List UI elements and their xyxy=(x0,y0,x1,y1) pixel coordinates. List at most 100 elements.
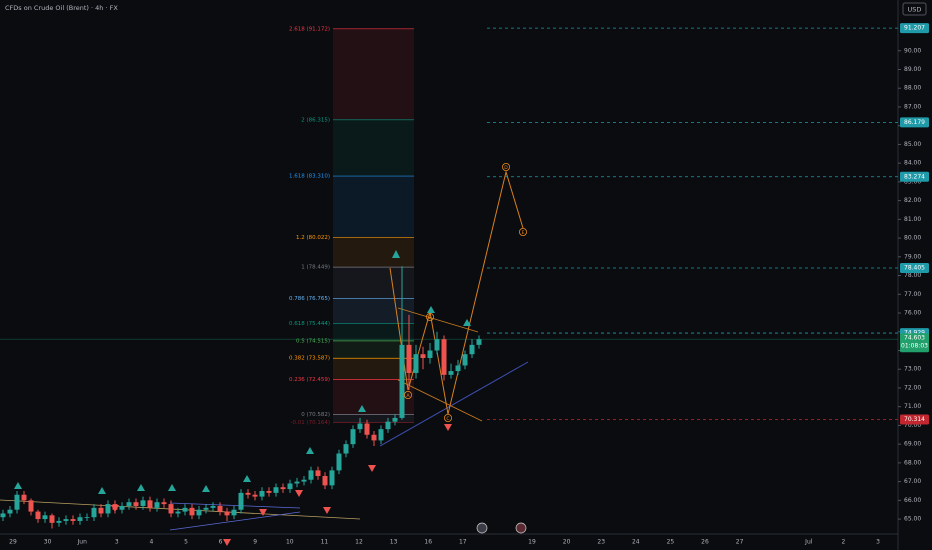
x-tick-label: 23 xyxy=(597,539,605,546)
x-tick-label: 20 xyxy=(563,539,571,546)
y-tick-label: 90.00 xyxy=(904,47,921,54)
candle-body xyxy=(161,502,167,505)
fib-label: 2.618 (91.172) xyxy=(289,26,330,32)
candle-body xyxy=(420,354,426,358)
x-tick-label: 9 xyxy=(253,539,257,546)
x-tick-label: 4 xyxy=(149,539,153,546)
wave-label: D xyxy=(504,165,508,171)
candle-body xyxy=(63,519,69,521)
fib-band xyxy=(333,119,414,177)
candle-body xyxy=(133,502,139,506)
wave-label: C xyxy=(446,416,449,422)
currency[interactable]: USD xyxy=(908,6,922,14)
candle-body xyxy=(175,511,181,514)
wave-label: E xyxy=(522,230,525,236)
candle-body xyxy=(441,339,447,375)
last-price: 74.603 xyxy=(904,335,925,342)
candle-body xyxy=(0,513,6,518)
y-tick-label: 77.00 xyxy=(904,291,921,298)
price-tag: 86.179 xyxy=(904,119,925,126)
x-tick-label: 26 xyxy=(701,539,709,546)
candle-body xyxy=(350,429,356,445)
candle-body xyxy=(315,470,321,476)
fib-label: 0.786 (76.765) xyxy=(289,296,330,302)
x-tick-label: Jul xyxy=(804,539,813,546)
y-tick-label: 67.00 xyxy=(904,478,921,485)
wave-marker xyxy=(403,390,412,399)
price-tag-bg xyxy=(900,171,929,182)
wave-marker xyxy=(501,162,510,171)
chart-title: CFDs on Crude Oil (Brent) · 4h · FX xyxy=(5,4,118,12)
y-tick-label: 76.00 xyxy=(904,310,921,317)
candle-body xyxy=(413,354,419,373)
candle-body xyxy=(252,494,258,497)
candle-body xyxy=(21,494,27,501)
candle-body xyxy=(42,515,48,520)
x-tick-label: 10 xyxy=(286,539,294,546)
y-tick-label: 66.00 xyxy=(904,497,921,504)
y-tick-label: 68.00 xyxy=(904,459,921,466)
candle-body xyxy=(154,502,160,508)
x-tick-label: 3 xyxy=(876,539,880,546)
candle-body xyxy=(343,444,349,454)
candle-body xyxy=(399,344,405,418)
y-tick-label: 69.00 xyxy=(904,441,921,448)
y-tick-label: 72.00 xyxy=(904,384,921,391)
candle-body xyxy=(427,350,433,358)
candle-body xyxy=(7,509,13,514)
fib-label: 2 (86.315) xyxy=(301,117,330,123)
candle-body xyxy=(336,453,342,471)
candle-body xyxy=(189,507,195,516)
x-tick-label: 3 xyxy=(115,539,119,546)
x-tick-label: 5 xyxy=(184,539,188,546)
y-tick-label: 81.00 xyxy=(904,216,921,223)
candle-body xyxy=(140,500,146,506)
candle-body xyxy=(392,417,398,422)
wave-label: A xyxy=(406,393,410,399)
candle-body xyxy=(196,509,202,516)
fib-label: 1 (78.449) xyxy=(301,265,330,271)
x-tick-label: 19 xyxy=(528,539,536,546)
candle-body xyxy=(168,504,174,514)
candle-body xyxy=(455,365,461,372)
fib-label: -0.01 (70.164) xyxy=(290,420,330,426)
price-tag: 74.929 xyxy=(904,330,925,337)
candle-body xyxy=(448,371,454,375)
candle-body xyxy=(119,505,125,510)
fib-band xyxy=(333,414,414,423)
candle-body xyxy=(385,421,391,430)
price-tag-bg xyxy=(900,23,929,34)
candle-body xyxy=(210,505,216,508)
candle-body xyxy=(469,344,475,355)
price-tag-bg xyxy=(900,117,929,128)
y-tick-label: 80.00 xyxy=(904,235,921,242)
y-tick-label: 88.00 xyxy=(904,85,921,92)
wave-marker xyxy=(443,413,452,422)
candle-body xyxy=(266,490,272,493)
candle-body xyxy=(105,504,111,514)
wave-marker xyxy=(425,312,434,321)
price-tag-bg xyxy=(900,414,929,425)
candle-body xyxy=(147,500,153,508)
candle-body xyxy=(35,511,41,520)
fib-label: 0.236 (72.459) xyxy=(289,377,330,383)
x-tick-label: 27 xyxy=(736,539,744,546)
fib-label: 0.618 (75.444) xyxy=(289,321,330,327)
candle-body xyxy=(182,507,188,512)
x-tick-label: 17 xyxy=(459,539,467,546)
currency-box[interactable] xyxy=(902,2,927,16)
y-tick-label: 65.00 xyxy=(904,516,921,523)
candle-body xyxy=(280,487,286,490)
candle-body xyxy=(91,507,97,518)
candle-body xyxy=(476,339,482,345)
y-tick-label: 83.00 xyxy=(904,178,921,185)
candle-body xyxy=(434,339,440,351)
candle-body xyxy=(294,481,300,484)
x-tick-label: 12 xyxy=(355,539,363,546)
y-tick-label: 71.00 xyxy=(904,403,921,410)
x-tick-label: 11 xyxy=(321,539,329,546)
fib-label: 0.5 (74.515) xyxy=(296,338,330,344)
x-tick-label: 30 xyxy=(44,539,52,546)
candle-body xyxy=(224,511,230,516)
candle-body xyxy=(238,492,244,510)
